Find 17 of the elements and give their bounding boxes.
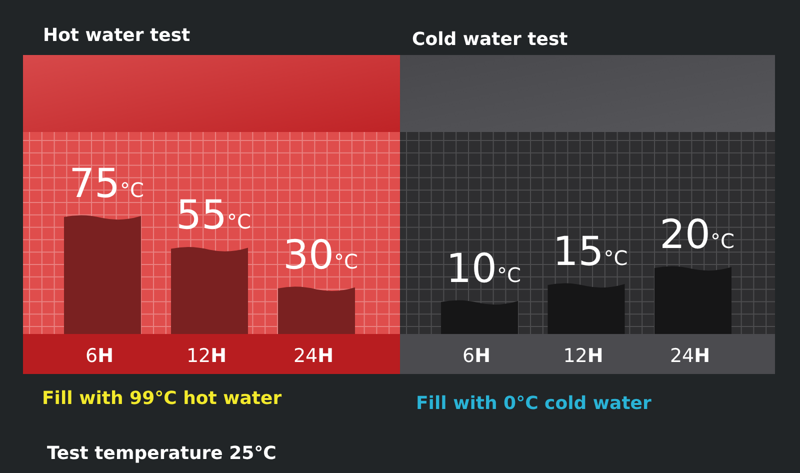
text: Fill with 0°C cold water [416,393,652,414]
data-label: 75°C [69,161,144,207]
x-tick-label: 24H [293,345,334,367]
x-tick-label: 6H [462,345,490,367]
data-label: 20°C [660,212,734,258]
x-tick-label: 24H [670,345,710,367]
chart-title: Hot water test [43,25,191,46]
text: Test temperature 25°C [47,443,276,464]
data-label: 55°C [176,192,251,239]
data-label: 30°C [283,232,358,278]
x-tick-label: 12H [563,345,604,367]
x-tick-label: 6H [86,345,114,367]
x-tick-label: 12H [186,345,227,367]
chart-title: Cold water test [412,29,568,50]
data-label: 10°C [446,246,521,292]
text: Fill with 99°C hot water [42,388,282,409]
data-label: 15°C [552,229,628,275]
